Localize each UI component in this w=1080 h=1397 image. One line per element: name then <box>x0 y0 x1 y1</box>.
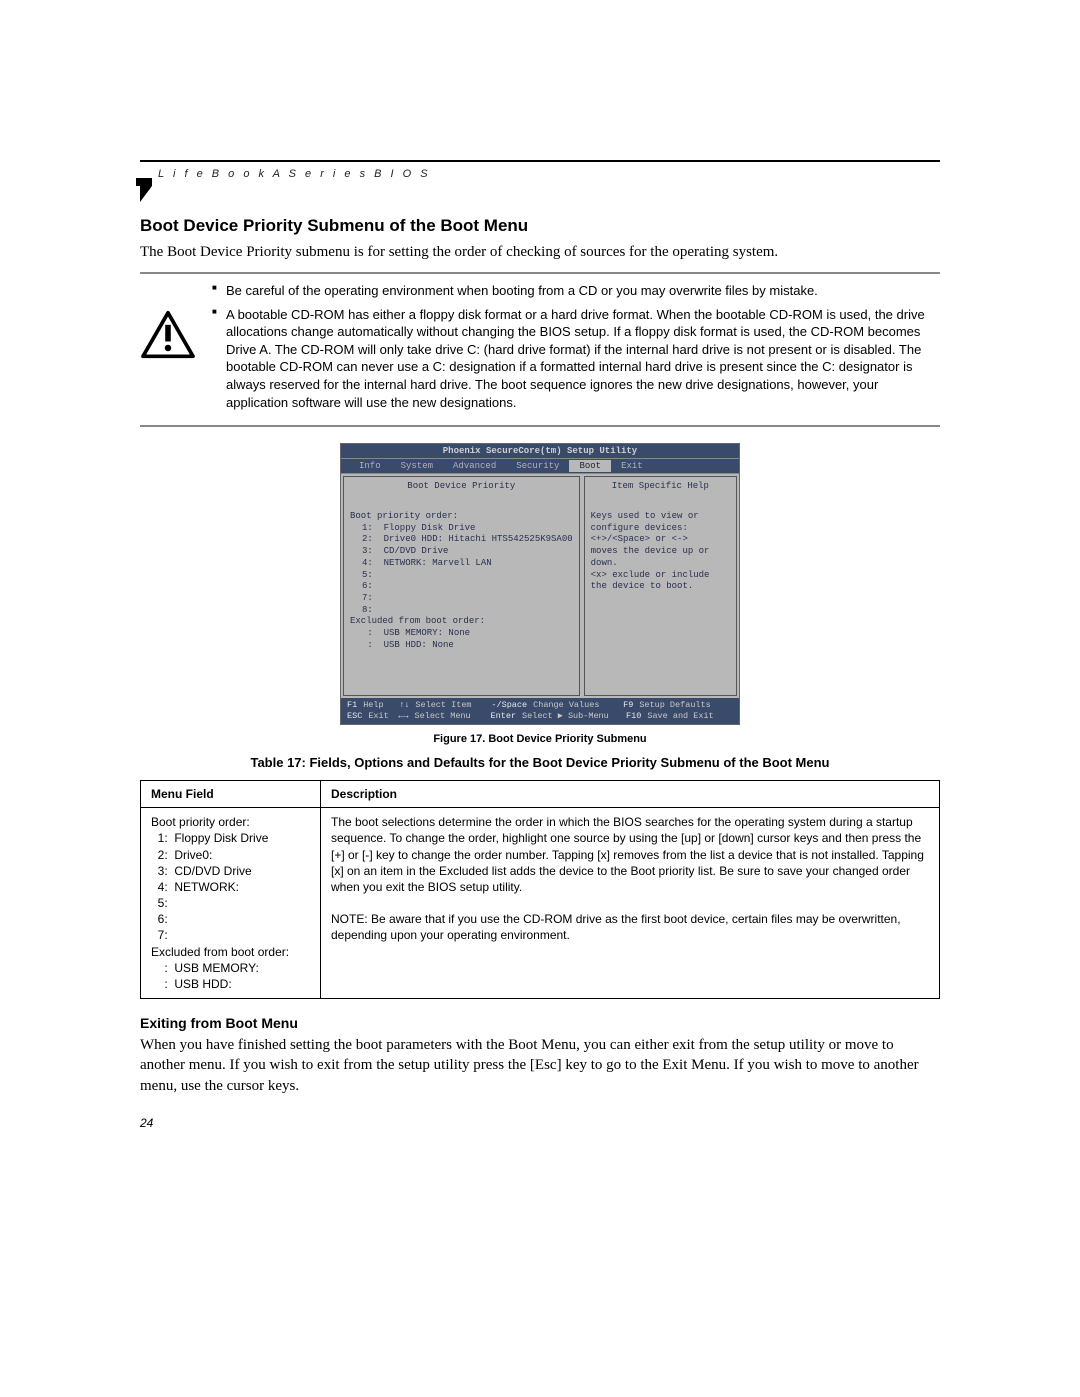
caution-item: Be careful of the operating environment … <box>212 282 940 300</box>
caution-item: A bootable CD-ROM has either a floppy di… <box>212 306 940 411</box>
bios-title: Phoenix SecureCore(tm) Setup Utility <box>341 444 739 459</box>
bios-help-line: the device to boot. <box>591 581 730 593</box>
bios-help-line: moves the device up or <box>591 546 730 558</box>
bios-help-line: configure devices: <box>591 523 730 535</box>
bios-key-label: Select Menu <box>415 711 491 722</box>
bios-key: ESC <box>347 711 368 722</box>
exit-body: When you have finished setting the boot … <box>140 1035 940 1096</box>
bios-key: F10 <box>626 711 647 722</box>
table-header: Description <box>321 781 940 808</box>
caution-list: Be careful of the operating environment … <box>212 282 940 417</box>
bios-key: -/Space <box>491 700 533 711</box>
bios-key: F9 <box>623 700 639 711</box>
bios-right-panel: Item Specific Help Keys used to view or … <box>584 476 737 696</box>
bios-tab: Info <box>349 460 391 472</box>
section-title: Boot Device Priority Submenu of the Boot… <box>140 216 940 236</box>
bios-tab: System <box>391 460 443 472</box>
bios-key: ↑↓ <box>399 700 415 711</box>
header-marker-icon <box>136 178 152 202</box>
bios-priority-item: 5: <box>350 570 573 582</box>
table-title: Table 17: Fields, Options and Defaults f… <box>140 755 940 770</box>
caution-block: Be careful of the operating environment … <box>140 272 940 427</box>
doc-title: L i f e B o o k A S e r i e s B I O S <box>140 168 940 180</box>
warning-icon <box>140 310 196 365</box>
bios-key-label: Save and Exit <box>647 711 719 722</box>
section-intro: The Boot Device Priority submenu is for … <box>140 242 940 262</box>
bios-key-label: Exit <box>368 711 398 722</box>
table-cell-description: The boot selections determine the order … <box>321 808 940 999</box>
page-header: L i f e B o o k A S e r i e s B I O S <box>140 160 940 180</box>
bios-key: Enter <box>491 711 523 722</box>
bios-tab-active: Boot <box>569 460 611 472</box>
bios-body: Boot Device Priority Boot priority order… <box>341 474 739 698</box>
table-header: Menu Field <box>141 781 321 808</box>
bios-priority-item: 6: <box>350 581 573 593</box>
bios-tab: Exit <box>611 460 653 472</box>
bios-help-line: Keys used to view or <box>591 511 730 523</box>
bios-key-label: Select Item <box>415 700 491 711</box>
table-row: Boot priority order: 1: Floppy Disk Driv… <box>141 808 940 999</box>
bios-key-label: Change Values <box>533 700 623 711</box>
bios-priority-item: 7: <box>350 593 573 605</box>
bios-help-line: <+>/<Space> or <-> <box>591 534 730 546</box>
bios-priority-item: 2: Drive0 HDD: Hitachi HTS542525K9SA00 <box>350 534 573 546</box>
bios-key-label: Setup Defaults <box>639 700 716 711</box>
bios-menu-bar: Info System Advanced Security Boot Exit <box>341 459 739 474</box>
bios-key-label: Help <box>363 700 399 711</box>
bios-priority-item: 3: CD/DVD Drive <box>350 546 573 558</box>
fields-table: Menu Field Description Boot priority ord… <box>140 780 940 999</box>
figure-caption: Figure 17. Boot Device Priority Submenu <box>140 733 940 745</box>
bios-priority-label: Boot priority order: <box>350 511 573 523</box>
bios-right-title: Item Specific Help <box>591 481 730 491</box>
bios-help-line: down. <box>591 558 730 570</box>
table-cell-menu-field: Boot priority order: 1: Floppy Disk Driv… <box>141 808 321 999</box>
bios-help-line: <x> exclude or include <box>591 570 730 582</box>
bios-excluded-item: : USB HDD: None <box>350 640 573 652</box>
bios-excluded-label: Excluded from boot order: <box>350 616 573 628</box>
bios-tab: Advanced <box>443 460 506 472</box>
bios-priority-item: 4: NETWORK: Marvell LAN <box>350 558 573 570</box>
bios-excluded-item: : USB MEMORY: None <box>350 628 573 640</box>
bios-key: F1 <box>347 700 363 711</box>
header-rule <box>140 160 940 162</box>
bios-tab: Security <box>506 460 569 472</box>
bios-left-panel: Boot Device Priority Boot priority order… <box>343 476 580 696</box>
bios-screenshot: Phoenix SecureCore(tm) Setup Utility Inf… <box>340 443 740 725</box>
bios-key: ←→ <box>398 711 414 722</box>
bios-priority-item: 8: <box>350 605 573 617</box>
page-number: 24 <box>140 1116 940 1130</box>
bios-key-label: Select ▶ Sub-Menu <box>522 711 626 722</box>
bios-footer: F1 Help ↑↓ Select Item -/Space Change Va… <box>341 698 739 724</box>
exit-heading: Exiting from Boot Menu <box>140 1015 940 1031</box>
bios-priority-item: 1: Floppy Disk Drive <box>350 523 573 535</box>
bios-left-title: Boot Device Priority <box>350 481 573 491</box>
